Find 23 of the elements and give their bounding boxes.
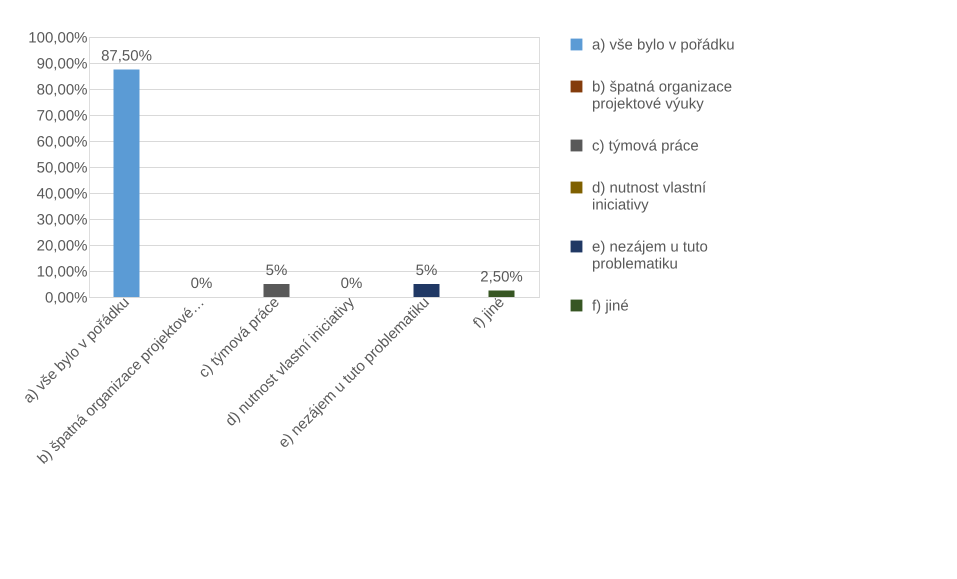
y-tick-label: 20,00%: [36, 238, 88, 254]
y-tick-label: 80,00%: [36, 82, 88, 98]
y-tick-label: 10,00%: [36, 264, 88, 280]
y-tick-label: 70,00%: [36, 108, 88, 124]
legend-label: b) špatná organizace projektové výuky: [592, 78, 732, 112]
data-label: 0%: [340, 275, 362, 292]
y-tick-label: 90,00%: [36, 56, 88, 72]
legend-label: e) nezájem u tuto problematiku: [592, 238, 708, 272]
y-tick-label: 0,00%: [44, 290, 88, 306]
y-tick-label: 50,00%: [36, 160, 88, 176]
legend-label: a) vše bylo v pořádku: [592, 36, 735, 54]
data-label: 5%: [416, 262, 438, 279]
y-tick-label: 30,00%: [36, 212, 88, 228]
legend-label: d) nutnost vlastní iniciativy: [592, 180, 708, 214]
y-tick-label: 60,00%: [36, 134, 88, 150]
data-label: 0%: [190, 275, 212, 292]
y-tick-label: 40,00%: [36, 186, 88, 202]
data-label: 2,50%: [480, 268, 523, 286]
x-tick-label: f) jiné: [470, 294, 508, 332]
data-label: 5%: [266, 262, 288, 279]
data-label: 87,50%: [101, 48, 152, 64]
y-tick-label: 100,00%: [28, 30, 88, 46]
legend-label: c) týmová práce: [592, 138, 699, 154]
